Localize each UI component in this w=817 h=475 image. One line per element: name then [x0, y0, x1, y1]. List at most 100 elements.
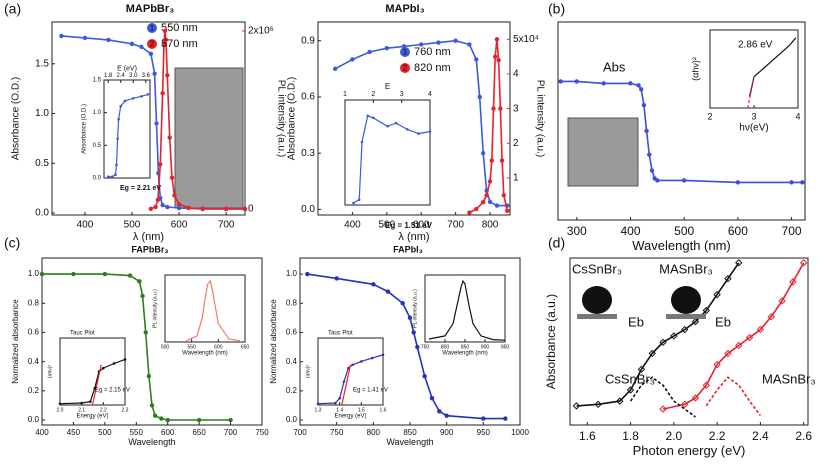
- x-axis-label: Wavelength: [128, 437, 175, 447]
- y-tick-label: 1.0: [28, 269, 40, 278]
- data-point: [680, 400, 689, 409]
- data-point: [505, 208, 510, 214]
- data-point: [114, 173, 117, 177]
- data-point: [745, 333, 754, 342]
- x-tick-label: 1.8: [104, 73, 113, 79]
- y-tick-label: 0.2: [28, 386, 40, 395]
- data-point: [659, 338, 667, 347]
- data-point: [333, 66, 338, 72]
- data-point: [735, 341, 743, 350]
- chart: 2.0 2.1 2.2 2.3 Energy (eV) (αhν)² Tauc Plot Eg…: [47, 331, 130, 420]
- data-point: [655, 178, 660, 183]
- data-point: [71, 271, 76, 277]
- data-point: [123, 99, 127, 103]
- data-point: [334, 401, 337, 405]
- data-point: [501, 193, 507, 198]
- x-axis-label: λ (nm): [398, 231, 429, 243]
- y-axis-label: Absorbance (a.u.): [544, 294, 558, 389]
- data-point: [137, 279, 142, 284]
- data-point: [350, 57, 355, 62]
- x-tick-label: 950: [501, 344, 510, 350]
- data-point: [498, 106, 503, 111]
- x-axis-label: E: [385, 82, 390, 91]
- x-tick-label: 1.8: [622, 429, 639, 443]
- photo: [174, 67, 244, 209]
- legend-number: 2: [403, 64, 408, 73]
- data-point: [143, 330, 148, 335]
- data-point: [616, 397, 624, 405]
- annotation: Eb: [715, 314, 731, 329]
- y-axis-label: (αhν)²: [47, 365, 53, 379]
- x-tick-label: 900: [481, 344, 490, 350]
- y-tick-label: 1.5: [93, 78, 102, 84]
- chart: 2 3 4 hν(eV) (αhν)² 2.86 eV: [690, 29, 801, 133]
- data-point: [123, 358, 127, 361]
- data-point: [119, 104, 123, 108]
- data-point: [152, 71, 157, 76]
- data-point: [735, 259, 743, 267]
- annotation: Eb: [628, 314, 644, 329]
- x-tick-label: 2.1: [78, 407, 85, 413]
- data-point: [127, 273, 133, 278]
- y-tick-label: 1.5: [35, 58, 49, 69]
- data-point: [444, 413, 449, 418]
- data-point: [140, 293, 145, 299]
- substrate-icon: [666, 314, 706, 319]
- series-line: [747, 76, 755, 109]
- data-point: [756, 325, 765, 334]
- y-tick-label: 0.3: [301, 148, 315, 159]
- series-line: [662, 262, 805, 410]
- x-tick-label: 2.6: [795, 429, 812, 443]
- y-axis-label: PL intensity (a.u.): [412, 289, 418, 328]
- y-tick-label: 0.0: [301, 204, 315, 215]
- x-tick-label: 1.5: [358, 407, 365, 413]
- y-axis-label: Absorbance (O.D.): [11, 77, 22, 160]
- legend-number: 1: [403, 48, 408, 57]
- x-tick-label: 700: [447, 220, 464, 231]
- legend-number: 2: [150, 40, 155, 49]
- series-line: [576, 262, 740, 407]
- data-point: [453, 38, 458, 43]
- data-point: [628, 81, 633, 86]
- chart: 750 800 850 900 950 Wavelength (nm) PL intensi…: [412, 274, 510, 357]
- panel-label: (d): [548, 235, 565, 251]
- data-point: [242, 206, 248, 211]
- y-tick-label: 1.0: [93, 110, 102, 116]
- data-point: [146, 93, 150, 96]
- data-point: [429, 395, 435, 401]
- legend-label: 570 nm: [161, 38, 198, 50]
- y-tick-label: 1.0: [286, 269, 298, 278]
- data-point: [360, 140, 364, 144]
- data-point: [713, 360, 721, 369]
- y2-axis-label: PL intensity (a.u.): [275, 80, 286, 157]
- y-axis-label: (αhν)²: [305, 365, 311, 379]
- chart-title: FAPbBr₃: [131, 244, 168, 254]
- data-point: [503, 416, 508, 421]
- data-point: [467, 210, 472, 215]
- chart: 300 400 500 600 700 Wavelength (nm) (b) Abs: [548, 1, 806, 253]
- data-point: [572, 402, 581, 410]
- x-axis-label: hν(eV): [739, 122, 768, 133]
- legend-label: Abs: [603, 59, 626, 74]
- series-line: [428, 279, 506, 341]
- annotation: Eg = 2.21 eV: [120, 185, 161, 192]
- x-tick-label: 750: [421, 344, 430, 350]
- chart: 400 500 600 700 0.0 0.5 1.0 1.5 0 2x10⁶ λ (nm) Abso…: [4, 1, 286, 243]
- legend-label: 760 nm: [414, 46, 451, 58]
- data-point: [649, 168, 655, 173]
- chart: 1.8 2.4 3.0 3.6 0.0 0.5 1.0 1.5 E (eV) Absorbance…: [82, 65, 162, 191]
- x-tick-label: 1.6: [380, 407, 387, 413]
- plot-frame: [569, 257, 809, 426]
- y2-tick-label: 5x10⁴: [513, 34, 539, 45]
- data-point: [372, 116, 375, 120]
- data-point: [641, 102, 647, 108]
- x-tick-label: 700: [782, 224, 802, 238]
- droplet-icon: [671, 286, 701, 314]
- x-tick-label: 2.0: [666, 429, 683, 443]
- chart-title: FAPbI₃: [393, 244, 423, 254]
- x-tick-label: 550: [187, 344, 196, 350]
- data-point: [39, 271, 45, 277]
- panel-label: (c): [4, 235, 20, 251]
- x-tick-label: 650: [192, 428, 206, 437]
- y-tick-label: 0.5: [35, 158, 49, 169]
